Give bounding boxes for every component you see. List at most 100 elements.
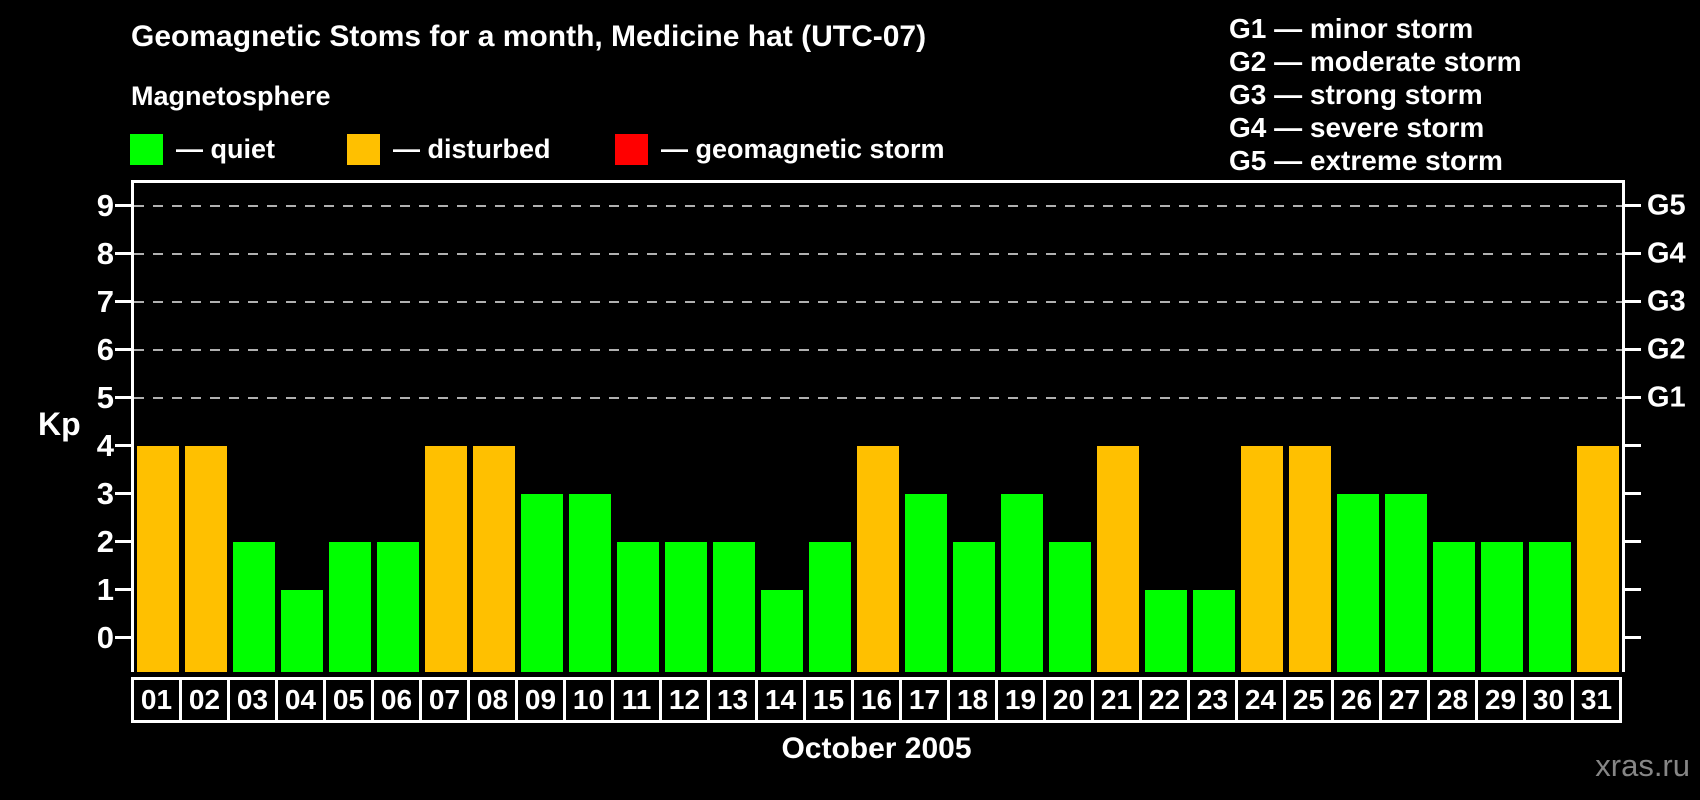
day-cell-17: 17 <box>902 677 950 723</box>
day-cell-11: 11 <box>614 677 662 723</box>
y-axis-tick-right-5 <box>1625 396 1641 399</box>
y-axis-tick-right-2 <box>1625 540 1641 543</box>
y-axis-tick-left-5 <box>115 396 131 399</box>
bar-day-02 <box>185 446 227 672</box>
bar-day-18 <box>953 542 995 672</box>
legend-item-geomagnetic-storm: — geomagnetic storm <box>615 132 945 166</box>
right-axis-label-g5: G5 <box>1647 189 1686 222</box>
watermark: xras.ru <box>1595 748 1690 783</box>
x-axis-title: October 2005 <box>781 732 972 765</box>
y-axis-tick-left-7 <box>115 300 131 303</box>
storm-scale-line-g4: G4 — severe storm <box>1229 112 1485 143</box>
y-axis-label-2: 2 <box>96 524 114 559</box>
gridline-kp-6 <box>134 349 1622 351</box>
plot-area: 0 1 2 3 4 5 6 7 8 9 G1 G2 G3 G4 G5 <box>97 180 1686 672</box>
bar-day-22 <box>1145 590 1187 672</box>
day-cell-26: 26 <box>1334 677 1382 723</box>
storm-scale-legend: G1 — minor storm G2 — moderate storm G3 — … <box>1229 12 1522 177</box>
day-cell-06: 06 <box>374 677 422 723</box>
y-axis-label-6: 6 <box>96 332 114 367</box>
legend-label-quiet: — quiet <box>176 133 275 164</box>
bar-day-03 <box>233 542 275 672</box>
y-axis-tick-right-9 <box>1625 204 1641 207</box>
y-axis-tick-left-1 <box>115 588 131 591</box>
y-axis-tick-right-4 <box>1625 444 1641 447</box>
bar-day-04 <box>281 590 323 672</box>
y-axis-tick-right-3 <box>1625 492 1641 495</box>
chart-title: Geomagnetic Stoms for a month, Medicine … <box>131 20 927 53</box>
day-cell-28: 28 <box>1430 677 1478 723</box>
day-cell-25: 25 <box>1286 677 1334 723</box>
day-cell-05: 05 <box>326 677 374 723</box>
y-axis-tick-right-7 <box>1625 300 1641 303</box>
bar-day-07 <box>425 446 467 672</box>
y-axis-label-0: 0 <box>96 620 114 655</box>
bar-day-13 <box>713 542 755 672</box>
legend-swatch-quiet <box>130 133 163 165</box>
bar-day-23 <box>1193 590 1235 672</box>
legend-item-quiet: — quiet <box>130 132 275 166</box>
day-cell-12: 12 <box>662 677 710 723</box>
day-cell-27: 27 <box>1382 677 1430 723</box>
bar-day-29 <box>1481 542 1523 672</box>
y-axis-tick-left-3 <box>115 492 131 495</box>
gridline-kp-8 <box>134 253 1622 255</box>
day-cell-13: 13 <box>710 677 758 723</box>
day-cell-20: 20 <box>1046 677 1094 723</box>
day-cell-03: 03 <box>230 677 278 723</box>
bar-day-06 <box>377 542 419 672</box>
y-axis-tick-left-9 <box>115 204 131 207</box>
day-cell-10: 10 <box>566 677 614 723</box>
right-axis-label-g4: G4 <box>1647 237 1686 270</box>
day-cell-14: 14 <box>758 677 806 723</box>
bar-day-09 <box>521 494 563 672</box>
bar-day-11 <box>617 542 659 672</box>
bar-day-21 <box>1097 446 1139 672</box>
right-axis-label-g1: G1 <box>1647 381 1686 414</box>
bar-day-31 <box>1577 446 1619 672</box>
bar-day-15 <box>809 542 851 672</box>
day-cell-15: 15 <box>806 677 854 723</box>
x-axis-day-labels: 01 02 03 04 05 06 07 08 09 10 11 12 13 14 15 16 17 18 19 20… <box>131 677 1622 723</box>
day-cell-19: 19 <box>998 677 1046 723</box>
day-cell-16: 16 <box>854 677 902 723</box>
day-cell-18: 18 <box>950 677 998 723</box>
legend-label-disturbed: — disturbed <box>393 133 551 164</box>
y-axis-tick-right-1 <box>1625 588 1641 591</box>
day-cell-23: 23 <box>1190 677 1238 723</box>
day-cell-09: 09 <box>518 677 566 723</box>
legend-swatch-geomagnetic-storm <box>615 133 648 165</box>
bar-day-05 <box>329 542 371 672</box>
day-cell-04: 04 <box>278 677 326 723</box>
y-axis-label-3: 3 <box>96 476 114 511</box>
y-axis-tick-left-8 <box>115 252 131 255</box>
storm-scale-line-g1: G1 — minor storm <box>1229 13 1474 44</box>
bar-day-01 <box>137 446 179 672</box>
y-axis-tick-left-6 <box>115 348 131 351</box>
y-axis-title: Kp <box>38 406 81 442</box>
bar-day-08 <box>473 446 515 672</box>
day-cell-08: 08 <box>470 677 518 723</box>
day-cell-31: 31 <box>1574 677 1622 723</box>
bar-day-10 <box>569 494 611 672</box>
y-axis-label-1: 1 <box>96 572 114 607</box>
storm-scale-line-g3: G3 — strong storm <box>1229 79 1483 110</box>
y-axis-label-7: 7 <box>96 284 114 319</box>
y-axis-tick-left-4 <box>115 444 131 447</box>
gridline-kp-5 <box>134 397 1622 399</box>
y-axis-label-5: 5 <box>96 380 114 415</box>
day-cell-07: 07 <box>422 677 470 723</box>
gridline-kp-9 <box>134 205 1622 207</box>
right-axis-label-g2: G2 <box>1647 333 1686 366</box>
y-axis-label-4: 4 <box>96 428 114 463</box>
bar-day-20 <box>1049 542 1091 672</box>
y-axis-tick-right-6 <box>1625 348 1641 351</box>
magnetosphere-label: Magnetosphere <box>131 81 331 111</box>
y-axis-tick-right-8 <box>1625 252 1641 255</box>
y-axis-tick-right-0 <box>1625 636 1641 639</box>
legend-label-geomagnetic-storm: — geomagnetic storm <box>661 133 945 164</box>
bar-day-16 <box>857 446 899 672</box>
y-axis-label-8: 8 <box>96 236 114 271</box>
day-cell-29: 29 <box>1478 677 1526 723</box>
